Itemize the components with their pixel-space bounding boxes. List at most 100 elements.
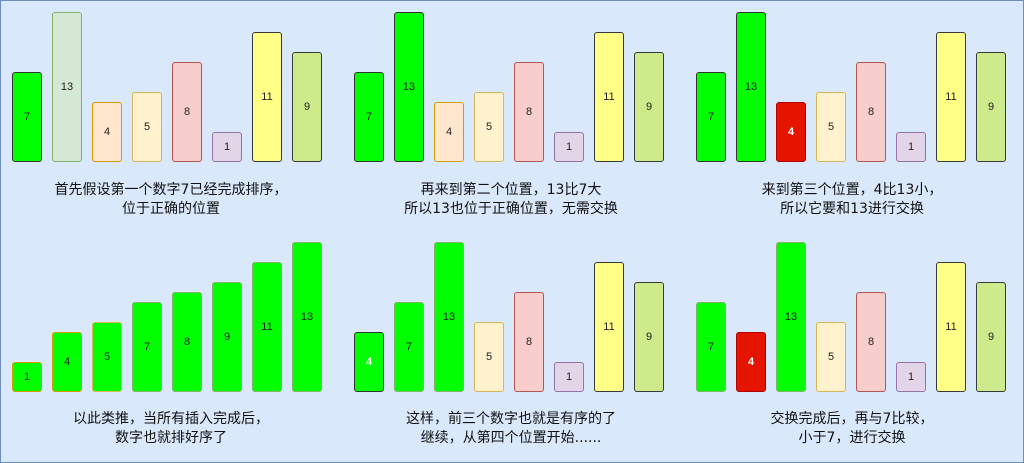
bar-value-label: 9	[987, 331, 995, 343]
bar-1: 1	[212, 132, 242, 162]
bar-value-label: 11	[945, 321, 957, 333]
bar-8: 8	[172, 292, 202, 392]
bar-value-label: 5	[143, 121, 151, 133]
bar-8: 8	[514, 62, 544, 162]
caption-step-5: 交换完成后，再与7比较， 小于7，进行交换	[692, 410, 1012, 448]
bar-5: 5	[816, 92, 846, 162]
bar-7: 7	[394, 302, 424, 392]
bar-value-label: 7	[707, 341, 715, 353]
bar-4: 4	[354, 332, 384, 392]
caption-line: 来到第三个位置，4比13小，	[761, 182, 943, 198]
caption-line: 再来到第二个位置，13比7大	[420, 182, 602, 198]
bar-value-label: 4	[445, 126, 453, 138]
caption-sorted-result: 以此类推，当所有插入完成后， 数字也就排好序了	[11, 410, 331, 448]
bar-value-label: 8	[867, 336, 875, 348]
bar-value-label: 13	[300, 311, 314, 323]
bar-9: 9	[634, 52, 664, 162]
bar-value-label: 11	[261, 321, 273, 333]
caption-step-1: 首先假设第一个数字7已经完成排序， 位于正确的位置	[11, 181, 331, 219]
caption-line: 首先假设第一个数字7已经完成排序，	[54, 182, 288, 198]
bar-13: 13	[292, 242, 322, 392]
bar-9: 9	[976, 52, 1006, 162]
bar-5: 5	[132, 92, 162, 162]
bar-8: 8	[856, 292, 886, 392]
bar-value-label: 9	[223, 331, 231, 343]
bar-13: 13	[394, 12, 424, 162]
bar-value-label: 8	[525, 336, 533, 348]
bar-7: 7	[12, 72, 42, 162]
bar-9: 9	[292, 52, 322, 162]
bar-value-label: 8	[525, 106, 533, 118]
bar-7: 7	[354, 72, 384, 162]
caption-step-3: 来到第三个位置，4比13小， 所以它要和13进行交换	[692, 181, 1012, 219]
bar-4: 4	[52, 332, 82, 392]
bar-value-label: 5	[485, 121, 493, 133]
caption-line: 交换完成后，再与7比较，	[770, 411, 934, 427]
bar-value-label: 4	[103, 126, 111, 138]
bar-value-label: 1	[23, 371, 31, 383]
bar-value-label: 8	[867, 106, 875, 118]
bar-4: 4	[434, 102, 464, 162]
bar-value-label: 9	[645, 331, 653, 343]
bar-13: 13	[776, 242, 806, 392]
bar-value-label: 8	[183, 336, 191, 348]
bar-value-label: 1	[565, 371, 573, 383]
bar-8: 8	[856, 62, 886, 162]
bar-value-label: 13	[402, 81, 416, 93]
bar-value-label: 7	[23, 111, 31, 123]
bar-value-label: 1	[907, 141, 915, 153]
caption-line: 数字也就排好序了	[115, 430, 227, 446]
bar-9: 9	[634, 282, 664, 392]
bar-8: 8	[172, 62, 202, 162]
caption-line: 继续，从第四个位置开始......	[420, 430, 602, 446]
bar-11: 11	[594, 32, 624, 162]
bar-5: 5	[92, 322, 122, 392]
caption-step-4: 这样，前三个数字也就是有序的了 继续，从第四个位置开始......	[351, 410, 671, 448]
bar-value-label: 13	[60, 81, 74, 93]
bar-value-label: 11	[261, 91, 273, 103]
bar-value-label: 5	[827, 351, 835, 363]
bar-1: 1	[554, 132, 584, 162]
caption-step-2: 再来到第二个位置，13比7大 所以13也位于正确位置，无需交换	[351, 181, 671, 219]
bar-value-label: 5	[103, 351, 111, 363]
bar-11: 11	[936, 32, 966, 162]
bar-7: 7	[696, 72, 726, 162]
bar-5: 5	[474, 92, 504, 162]
bar-5: 5	[474, 322, 504, 392]
bar-13: 13	[52, 12, 82, 162]
bar-value-label: 5	[827, 121, 835, 133]
bar-11: 11	[252, 32, 282, 162]
bar-1: 1	[896, 132, 926, 162]
caption-line: 位于正确的位置	[122, 201, 220, 217]
bar-7: 7	[132, 302, 162, 392]
bar-value-label: 9	[645, 101, 653, 113]
caption-line: 以此类推，当所有插入完成后，	[73, 411, 269, 427]
caption-line: 这样，前三个数字也就是有序的了	[406, 411, 616, 427]
bar-value-label: 8	[183, 106, 191, 118]
bar-value-label: 1	[565, 141, 573, 153]
bar-value-label: 7	[707, 111, 715, 123]
bar-13: 13	[736, 12, 766, 162]
bar-value-label: 4	[365, 356, 373, 368]
bar-value-label: 11	[603, 321, 615, 333]
bar-value-label: 13	[784, 311, 798, 323]
bar-value-label: 4	[63, 356, 71, 368]
bar-11: 11	[936, 262, 966, 392]
bar-1: 1	[554, 362, 584, 392]
bar-11: 11	[252, 262, 282, 392]
caption-line: 所以它要和13进行交换	[780, 201, 924, 217]
bar-value-label: 9	[987, 101, 995, 113]
bar-9: 9	[976, 282, 1006, 392]
bar-value-label: 7	[405, 341, 413, 353]
bar-value-label: 11	[603, 91, 615, 103]
bar-value-label: 5	[485, 351, 493, 363]
bar-value-label: 9	[303, 101, 311, 113]
bar-7: 7	[696, 302, 726, 392]
caption-line: 小于7，进行交换	[798, 430, 906, 446]
bar-value-label: 11	[945, 91, 957, 103]
bar-8: 8	[514, 292, 544, 392]
bar-5: 5	[816, 322, 846, 392]
bar-1: 1	[12, 362, 42, 392]
bar-4: 4	[92, 102, 122, 162]
bar-9: 9	[212, 282, 242, 392]
